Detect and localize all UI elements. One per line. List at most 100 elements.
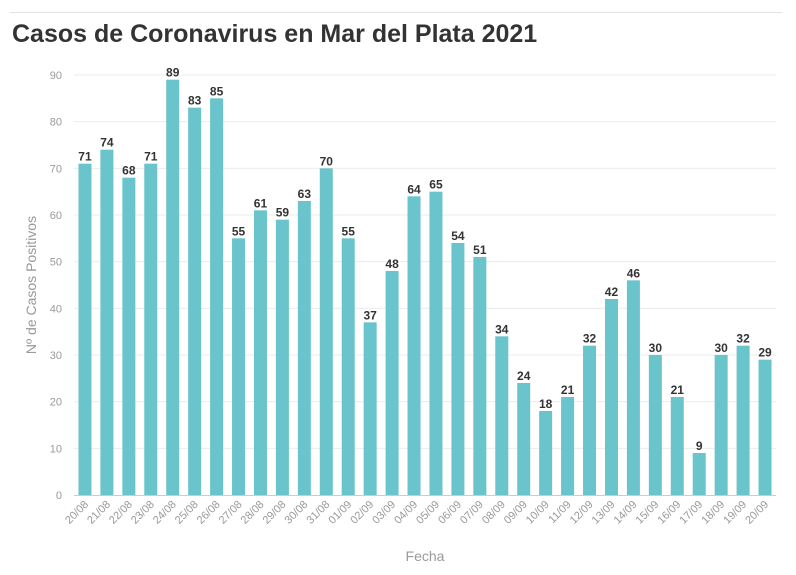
- x-tick-label: 19/09: [721, 499, 749, 527]
- bar: [407, 196, 421, 496]
- x-tick-label: 10/09: [524, 499, 552, 527]
- data-label: 65: [429, 178, 443, 192]
- data-label: 42: [605, 285, 619, 299]
- x-axis-label: Fecha: [406, 548, 445, 564]
- y-tick-label: 0: [56, 490, 62, 502]
- data-label: 55: [232, 224, 246, 238]
- data-label: 64: [407, 182, 421, 196]
- bar: [495, 336, 509, 495]
- bar: [253, 210, 267, 496]
- bar: [692, 453, 706, 495]
- x-tick-label: 27/08: [217, 499, 245, 527]
- bar: [429, 191, 443, 495]
- y-tick-label: 10: [50, 443, 62, 455]
- bar: [188, 107, 202, 496]
- x-tick-label: 17/09: [677, 499, 705, 527]
- x-tick-label: 04/09: [392, 499, 420, 527]
- x-axis-ticks: 20/0821/0822/0823/0824/0825/0826/0827/08…: [63, 499, 771, 527]
- bar: [166, 79, 180, 496]
- bar: [341, 238, 355, 496]
- y-tick-label: 70: [50, 163, 62, 175]
- x-tick-label: 08/09: [480, 499, 508, 527]
- data-label: 18: [539, 397, 553, 411]
- x-tick-label: 15/09: [634, 499, 662, 527]
- bar: [451, 243, 465, 495]
- top-divider: [10, 12, 782, 13]
- data-label: 46: [627, 266, 641, 280]
- chart-title: Casos de Coronavirus en Mar del Plata 20…: [12, 20, 538, 48]
- bar: [539, 411, 553, 495]
- data-label: 37: [363, 308, 377, 322]
- bar: [122, 177, 136, 495]
- bar: [758, 359, 772, 495]
- bar: [144, 163, 158, 495]
- y-tick-label: 50: [50, 257, 62, 269]
- x-tick-label: 28/08: [239, 499, 267, 527]
- data-label: 32: [583, 332, 597, 346]
- bar: [517, 383, 531, 495]
- x-tick-label: 26/08: [195, 499, 223, 527]
- bar: [100, 149, 114, 495]
- x-tick-label: 01/09: [326, 499, 354, 527]
- data-label: 48: [385, 257, 399, 271]
- x-tick-label: 03/09: [370, 499, 398, 527]
- x-tick-label: 31/08: [304, 499, 332, 527]
- data-label: 30: [649, 341, 663, 355]
- y-tick-label: 80: [50, 117, 62, 129]
- data-label: 54: [451, 229, 465, 243]
- data-label: 32: [736, 332, 750, 346]
- data-label: 71: [144, 150, 158, 164]
- bar: [714, 355, 728, 495]
- data-label: 34: [495, 322, 509, 336]
- data-label: 59: [276, 206, 290, 220]
- data-label: 74: [100, 136, 114, 150]
- x-tick-label: 22/08: [107, 499, 135, 527]
- x-tick-label: 18/09: [699, 499, 727, 527]
- bar: [319, 168, 333, 496]
- data-label: 61: [254, 196, 268, 210]
- x-tick-label: 06/09: [436, 499, 464, 527]
- bar: [385, 271, 399, 495]
- y-axis-ticks: 0 10 20 30 40 50 60 70 80 90: [50, 70, 62, 502]
- data-labels: 71 74 68 71 89 83 85 55 61 59 63 70 55 37 48 64 65 54 51 34…: [78, 66, 772, 453]
- data-label: 83: [188, 94, 202, 108]
- bar: [626, 280, 640, 495]
- y-tick-label: 60: [50, 210, 62, 222]
- data-label: 21: [671, 383, 685, 397]
- x-tick-label: 23/08: [129, 499, 157, 527]
- x-tick-label: 13/09: [590, 499, 618, 527]
- bar: [670, 397, 684, 495]
- y-tick-label: 40: [50, 303, 62, 315]
- data-label: 63: [298, 187, 312, 201]
- y-tick-label: 20: [50, 397, 62, 409]
- x-tick-label: 20/09: [743, 499, 771, 527]
- x-tick-label: 29/08: [261, 499, 289, 527]
- x-tick-label: 09/09: [502, 499, 530, 527]
- data-label: 89: [166, 66, 180, 80]
- data-label: 51: [473, 243, 487, 257]
- data-label: 30: [714, 341, 728, 355]
- x-tick-label: 02/09: [348, 499, 376, 527]
- x-tick-label: 11/09: [546, 499, 573, 526]
- data-label: 70: [320, 154, 334, 168]
- y-tick-label: 90: [50, 70, 62, 82]
- x-tick-label: 05/09: [414, 499, 442, 527]
- x-tick-label: 30/08: [283, 499, 311, 527]
- bar: [297, 201, 311, 495]
- bar: [275, 219, 289, 495]
- bar: [561, 397, 575, 495]
- data-label: 21: [561, 383, 575, 397]
- x-tick-label: 21/08: [85, 499, 113, 527]
- x-tick-label: 07/09: [458, 499, 486, 527]
- bar: [736, 345, 750, 495]
- bar: [648, 355, 662, 495]
- bar: [232, 238, 246, 496]
- x-tick-label: 25/08: [173, 499, 201, 527]
- data-label: 85: [210, 84, 224, 98]
- bar: [210, 98, 224, 495]
- data-label: 24: [517, 369, 531, 383]
- data-label: 55: [342, 224, 356, 238]
- x-tick-label: 14/09: [612, 499, 640, 527]
- bar: [583, 345, 597, 495]
